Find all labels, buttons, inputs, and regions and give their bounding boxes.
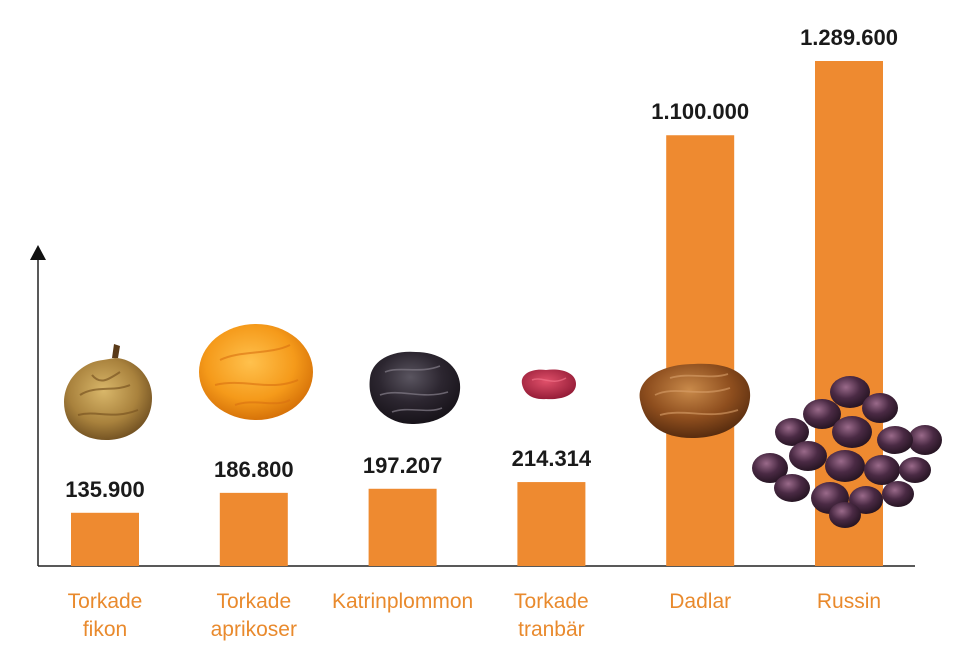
value-label: 197.207 [363,453,443,478]
value-label: 186.800 [214,457,294,482]
prune-icon [369,351,461,424]
category-label: Russin [817,590,881,613]
bar [517,482,586,566]
category-label: fikon [83,618,127,641]
bars-group [71,61,883,566]
value-label: 1.100.000 [651,99,749,124]
dried-fig-icon [64,344,152,440]
category-label: Torkade [514,590,589,613]
category-label: Torkade [68,590,143,613]
value-label: 135.900 [65,477,145,502]
date-icon [639,363,751,438]
bar [666,135,735,566]
bar [219,492,288,566]
bar [71,512,139,566]
category-label: Dadlar [669,590,731,613]
category-label: Katrinplommon [332,590,473,613]
bar [368,488,437,566]
category-label: tranbär [518,618,585,641]
category-label: Torkade [216,590,291,613]
category-label: aprikoser [211,618,297,641]
dried-cranberry-icon [521,369,576,400]
y-axis-arrow-icon [30,245,46,260]
raisins-icon [752,376,942,528]
value-label: 214.314 [512,446,592,471]
value-label: 1.289.600 [800,25,898,50]
dried-apricot-icon [199,324,313,420]
